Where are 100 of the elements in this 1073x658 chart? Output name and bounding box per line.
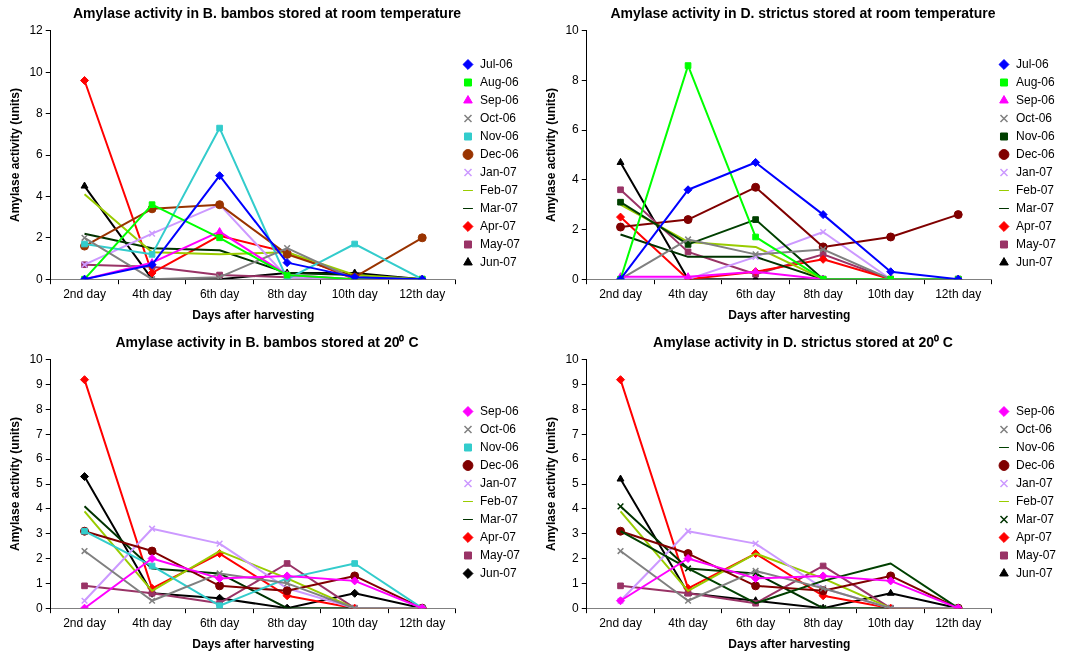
y-tick-label: 7 [572, 426, 580, 441]
x-tick-label: 4th day [132, 286, 172, 301]
y-tick-label: 3 [572, 525, 580, 540]
x-tick-label: 10th day [331, 615, 378, 630]
legend-label: May-07 [1015, 236, 1057, 251]
chart-title: Amylase activity in D. strictus stored at room temperature [610, 5, 996, 22]
y-tick-label: 1 [36, 575, 44, 590]
x-tick-label: 8th day [803, 615, 843, 630]
y-tick-label: 0 [572, 600, 580, 615]
y-axis-title: Amylase activity (units) [7, 87, 22, 223]
legend-label: Nov-06 [479, 128, 519, 143]
legend-label: Jun-07 [479, 254, 517, 269]
legend-label: Aug-06 [1015, 74, 1056, 89]
y-tick-label: 4 [572, 501, 580, 516]
y-tick-label: 6 [36, 147, 44, 162]
y-tick-label: 10 [565, 23, 580, 38]
x-tick-label: 12th day [399, 615, 446, 630]
y-tick-label: 7 [36, 426, 44, 441]
legend-label: Jun-07 [1015, 565, 1053, 580]
x-axis-title: Days after harvesting [728, 308, 851, 323]
y-tick-label: 6 [36, 451, 44, 466]
legend-label: Jan-07 [479, 475, 517, 490]
legend-label: Jan-07 [1015, 475, 1053, 490]
y-tick-label: 0 [36, 271, 44, 286]
legend-label: Dec-06 [479, 457, 519, 472]
legend-label: Oct-06 [1015, 110, 1053, 125]
legend-label: Jul-06 [1015, 56, 1049, 71]
legend-label: Mar-07 [479, 511, 519, 526]
x-tick-label: 2nd day [63, 286, 106, 301]
y-tick-label: 9 [572, 376, 580, 391]
legend-label: Apr-07 [1015, 529, 1053, 544]
legend-label: Jun-07 [479, 565, 517, 580]
legend-label: Apr-07 [479, 218, 517, 233]
legend-label: Dec-06 [1015, 457, 1055, 472]
legend-label: Feb-07 [479, 493, 519, 508]
chart-title: Amylase activity in B. bambos stored at 20⁰ C [115, 334, 419, 351]
y-axis-title: Amylase activity (units) [543, 87, 558, 223]
x-tick-label: 4th day [668, 615, 708, 630]
legend-label: May-07 [479, 236, 521, 251]
legend-label: Sep-06 [1015, 403, 1056, 418]
x-tick-label: 4th day [668, 286, 708, 301]
y-tick-label: 0 [36, 600, 44, 615]
chart-title: Amylase activity in D. strictus stored at 20⁰ C [653, 334, 953, 351]
y-tick-label: 8 [572, 401, 580, 416]
y-tick-label: 8 [36, 401, 44, 416]
legend-label: Dec-06 [479, 146, 519, 161]
x-tick-label: 4th day [132, 615, 172, 630]
legend-label: Dec-06 [1015, 146, 1055, 161]
y-tick-label: 5 [572, 476, 580, 491]
x-tick-label: 8th day [803, 286, 843, 301]
legend-label: May-07 [479, 547, 521, 562]
y-tick-label: 5 [36, 476, 44, 491]
y-axis-title: Amylase activity (units) [543, 416, 558, 552]
legend-label: Aug-06 [479, 74, 520, 89]
y-tick-label: 6 [572, 451, 580, 466]
legend-label: Jun-07 [1015, 254, 1053, 269]
x-tick-label: 6th day [735, 286, 776, 301]
legend-label: Feb-07 [1015, 182, 1055, 197]
legend-label: Sep-06 [1015, 92, 1056, 107]
x-tick-label: 12th day [935, 286, 982, 301]
y-tick-label: 2 [572, 221, 580, 236]
legend-label: Sep-06 [479, 92, 520, 107]
y-tick-label: 0 [572, 271, 580, 286]
legend-label: Feb-07 [479, 182, 519, 197]
legend-label: Mar-07 [1015, 200, 1055, 215]
y-tick-label: 2 [572, 550, 580, 565]
y-tick-label: 10 [29, 352, 44, 367]
x-tick-label: 8th day [267, 615, 307, 630]
x-tick-label: 2nd day [599, 286, 642, 301]
legend-label: Oct-06 [479, 421, 517, 436]
x-axis-title: Days after harvesting [728, 637, 851, 652]
legend-label: Oct-06 [1015, 421, 1053, 436]
x-tick-label: 12th day [935, 615, 982, 630]
legend-label: Apr-07 [479, 529, 517, 544]
y-tick-label: 2 [36, 230, 44, 245]
y-tick-label: 3 [36, 525, 44, 540]
chart-title: Amylase activity in B. bambos stored at room temperature [72, 5, 462, 22]
y-tick-label: 9 [36, 376, 44, 391]
x-tick-label: 8th day [267, 286, 307, 301]
x-tick-label: 6th day [199, 615, 240, 630]
legend-label: Nov-06 [1015, 128, 1055, 143]
y-tick-label: 4 [36, 501, 44, 516]
y-tick-label: 6 [572, 122, 580, 137]
legend-label: Nov-06 [1015, 439, 1055, 454]
y-axis-title: Amylase activity (units) [7, 416, 22, 552]
x-tick-label: 2nd day [599, 615, 642, 630]
x-axis-title: Days after harvesting [192, 637, 315, 652]
x-tick-label: 10th day [867, 286, 914, 301]
x-tick-label: 6th day [735, 615, 776, 630]
legend-label: Nov-06 [479, 439, 519, 454]
y-tick-label: 8 [572, 72, 580, 87]
y-tick-label: 2 [36, 550, 44, 565]
x-axis-title: Days after harvesting [192, 308, 315, 323]
legend-label: Jan-07 [479, 164, 517, 179]
y-tick-label: 10 [29, 64, 44, 79]
y-tick-label: 10 [565, 352, 580, 367]
x-tick-label: 10th day [867, 615, 914, 630]
legend-label: Feb-07 [1015, 493, 1055, 508]
x-tick-label: 12th day [399, 286, 446, 301]
y-tick-label: 12 [29, 23, 44, 38]
